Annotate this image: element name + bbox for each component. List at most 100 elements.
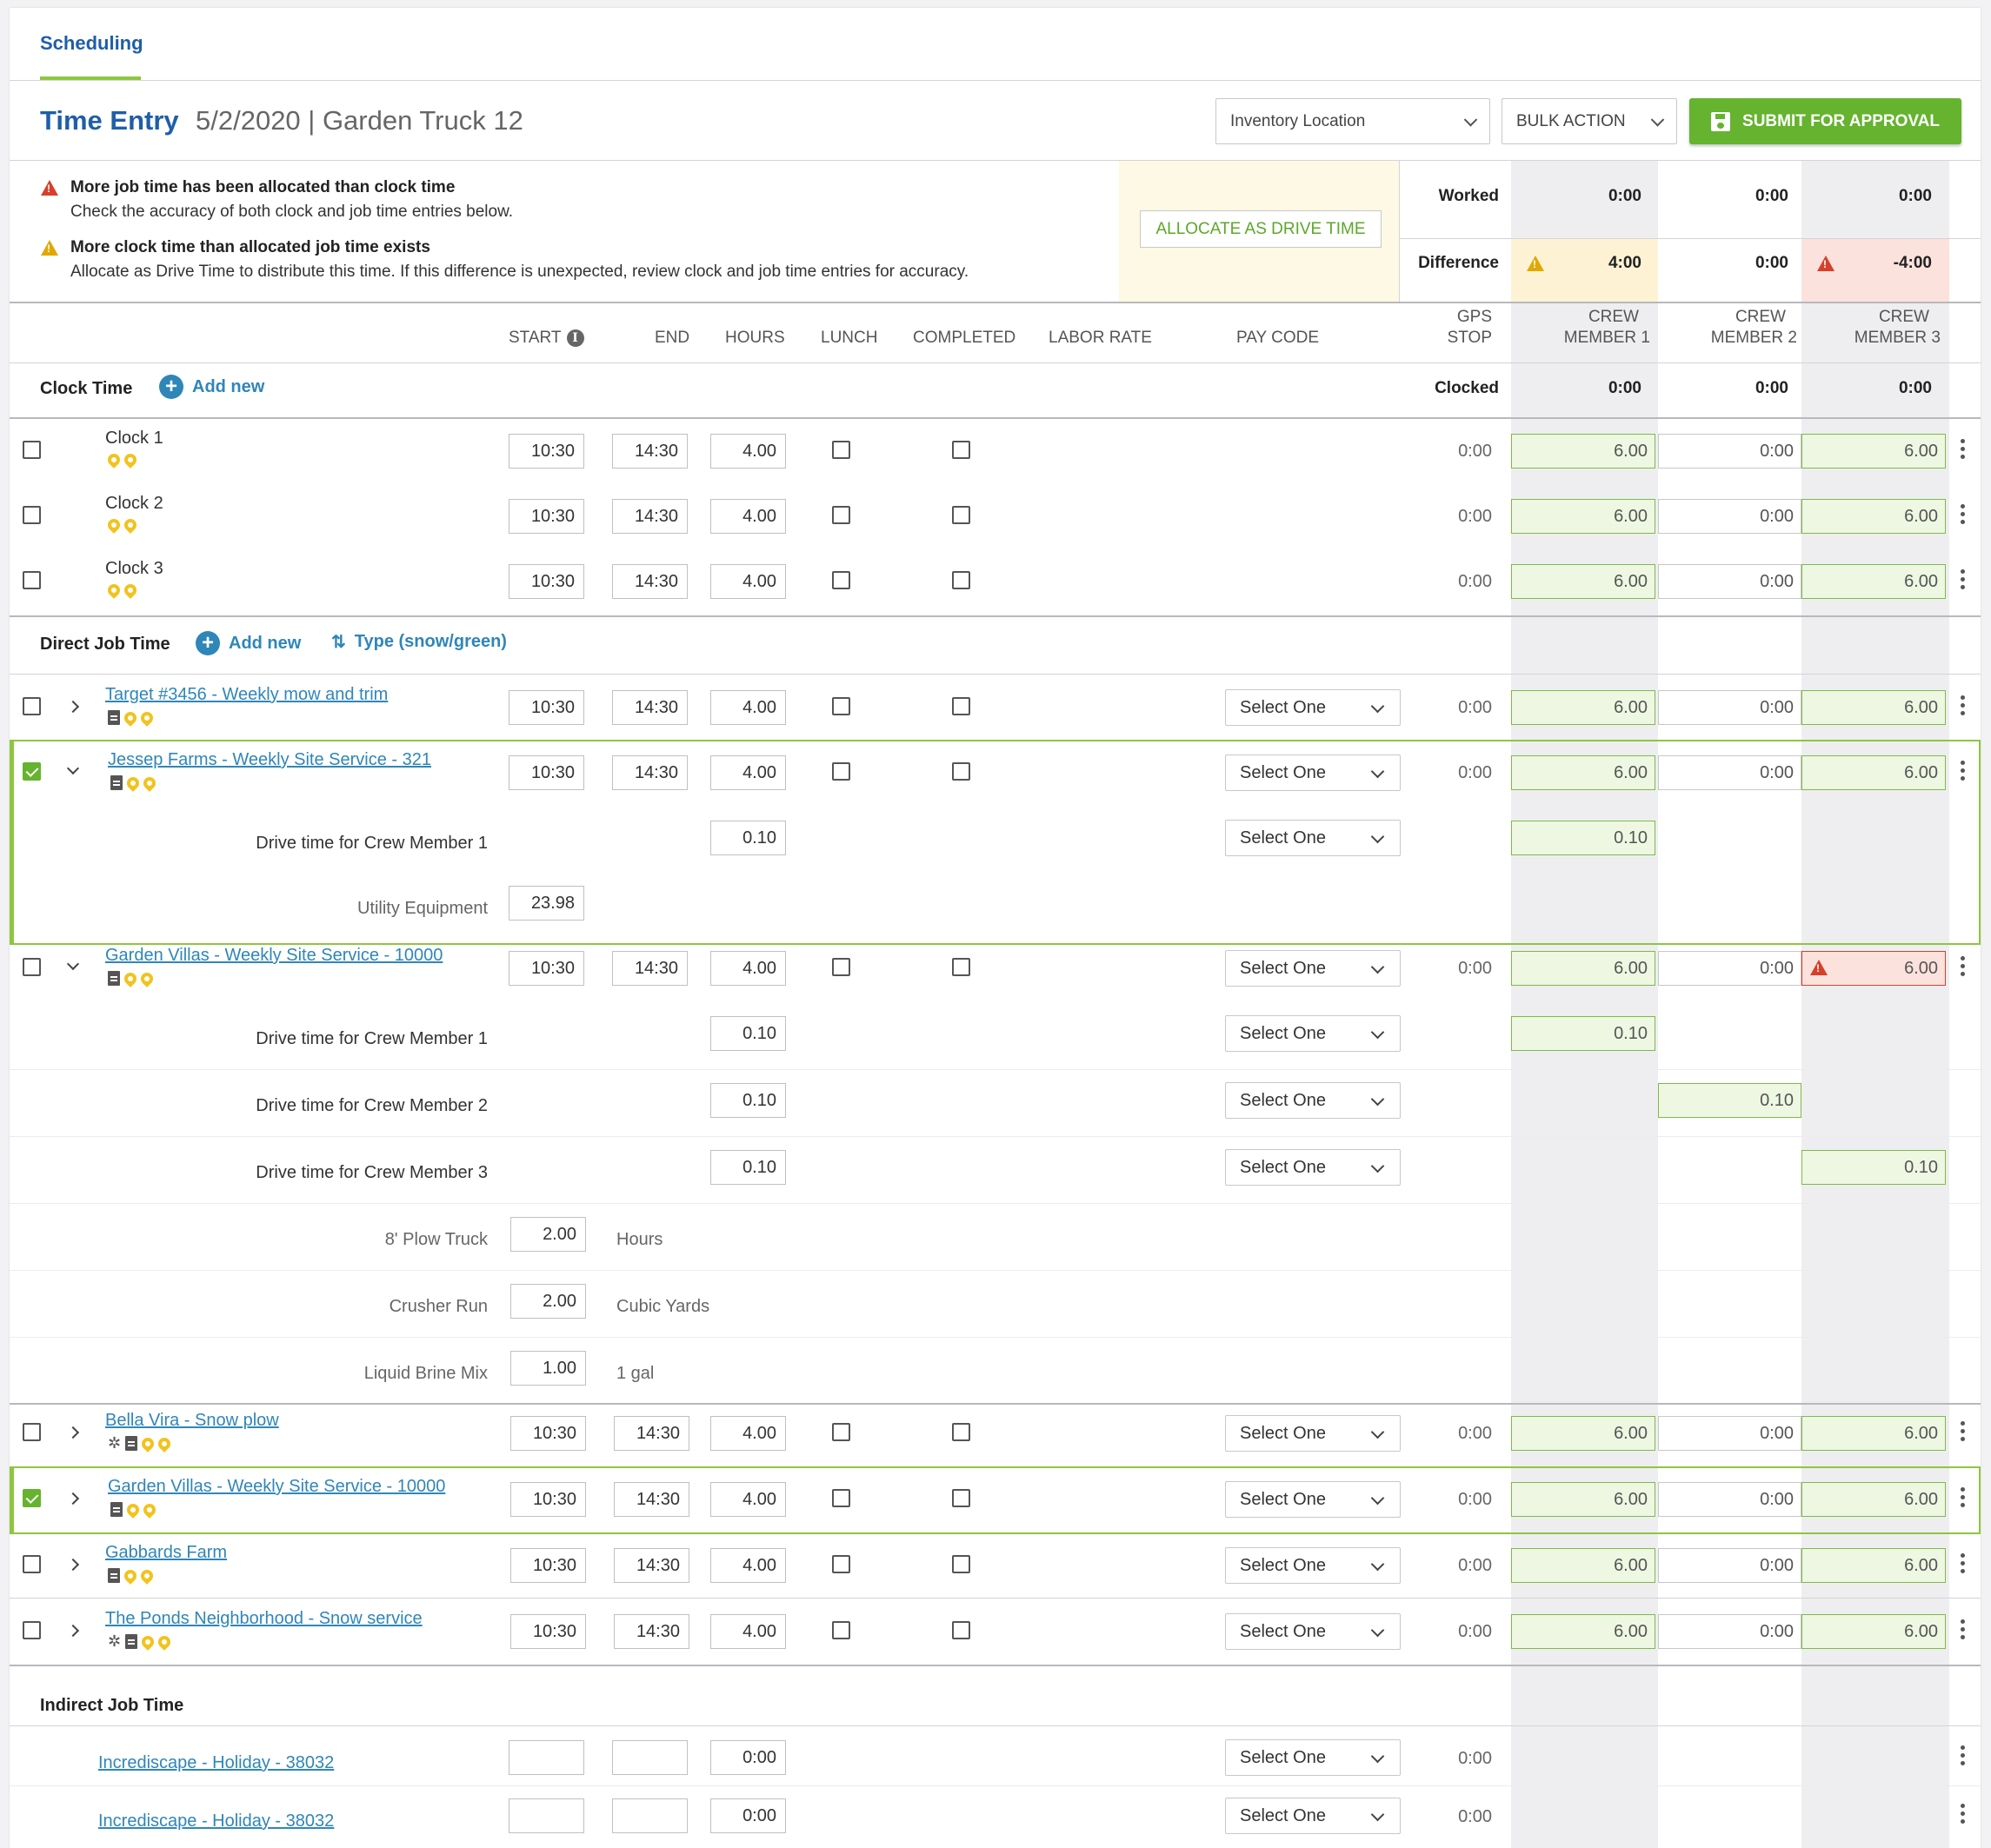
more-options-icon[interactable] <box>1961 1421 1965 1426</box>
crew-3-hours[interactable]: 6.00 <box>1801 1548 1946 1583</box>
info-icon[interactable]: i <box>566 329 584 347</box>
lunch-checkbox[interactable] <box>832 762 850 781</box>
end-time-input[interactable]: 14:30 <box>614 1416 689 1451</box>
start-time-input[interactable]: 10:30 <box>509 499 584 534</box>
pay-code-select[interactable]: Select One <box>1225 689 1401 726</box>
pay-code-select[interactable]: Select One <box>1225 1481 1401 1518</box>
pay-code-select[interactable]: Select One <box>1225 1415 1401 1452</box>
pay-code-select[interactable]: Select One <box>1225 820 1401 856</box>
hours-input[interactable]: 4.00 <box>710 690 786 725</box>
crew-1-hours[interactable]: 6.00 <box>1511 1614 1655 1649</box>
job-link[interactable]: Bella Vira - Snow plow <box>105 1411 279 1430</box>
lunch-checkbox[interactable] <box>832 958 850 976</box>
row-checkbox[interactable] <box>23 1621 41 1639</box>
end-time-input[interactable]: 14:30 <box>612 951 688 986</box>
completed-checkbox[interactable] <box>952 571 970 589</box>
lunch-checkbox[interactable] <box>832 506 850 524</box>
hours-input[interactable]: 4.00 <box>710 434 786 469</box>
lunch-checkbox[interactable] <box>832 697 850 715</box>
end-time-input[interactable]: 14:30 <box>614 1482 689 1517</box>
row-checkbox[interactable] <box>23 1423 41 1441</box>
chevron-down-icon[interactable] <box>66 957 80 971</box>
crew-1-hours[interactable]: 6.00 <box>1511 1416 1655 1451</box>
pay-code-select[interactable]: Select One <box>1225 1015 1401 1052</box>
row-checkbox[interactable] <box>23 697 41 715</box>
lunch-checkbox[interactable] <box>832 1621 850 1639</box>
crew-3-hours[interactable]: 6.00 <box>1801 1416 1946 1451</box>
job-link[interactable]: Jessep Farms - Weekly Site Service - 321 <box>108 750 431 769</box>
add-clock-button[interactable]: + Add new <box>159 375 264 399</box>
material-quantity-input[interactable]: 2.00 <box>510 1284 586 1319</box>
job-link[interactable]: Garden Villas - Weekly Site Service - 10… <box>105 946 443 965</box>
start-time-input[interactable] <box>509 1798 584 1833</box>
type-sort-button[interactable]: ⇅ Type (snow/green) <box>331 631 507 653</box>
chevron-right-icon[interactable] <box>66 700 80 714</box>
indirect-job-link[interactable]: Incrediscape - Holiday - 38032 <box>98 1753 335 1772</box>
crew-2-hours[interactable]: 0:00 <box>1658 499 1801 534</box>
more-options-icon[interactable] <box>1961 569 1965 574</box>
bulk-action-select[interactable]: BULK ACTION <box>1502 98 1677 144</box>
row-checkbox-checked[interactable] <box>23 1489 41 1507</box>
more-options-icon[interactable] <box>1961 761 1965 765</box>
start-time-input[interactable]: 10:30 <box>509 755 584 790</box>
completed-checkbox[interactable] <box>952 958 970 976</box>
crew-3-hours[interactable]: 6.00 <box>1801 690 1946 725</box>
more-options-icon[interactable] <box>1961 695 1965 700</box>
completed-checkbox[interactable] <box>952 697 970 715</box>
material-quantity-input[interactable]: 2.00 <box>510 1217 586 1252</box>
add-job-button[interactable]: + Add new <box>196 631 301 655</box>
more-options-icon[interactable] <box>1961 504 1965 509</box>
crew-3-hours[interactable]: 6.00 <box>1801 564 1946 599</box>
crew-3-hours[interactable]: 6.00 <box>1801 755 1946 790</box>
completed-checkbox[interactable] <box>952 1621 970 1639</box>
crew-2-hours[interactable]: 0:00 <box>1658 1548 1801 1583</box>
pay-code-select[interactable]: Select One <box>1225 754 1401 791</box>
crew-2-drive-hours[interactable]: 0.10 <box>1658 1083 1801 1118</box>
job-link[interactable]: Target #3456 - Weekly mow and trim <box>105 685 389 704</box>
crew-2-hours[interactable]: 0:00 <box>1658 564 1801 599</box>
crew-2-hours[interactable]: 0:00 <box>1658 1614 1801 1649</box>
drive-hours-input[interactable]: 0.10 <box>710 1083 786 1118</box>
crew-1-drive-hours[interactable]: 0.10 <box>1511 1016 1655 1051</box>
hours-input[interactable]: 4.00 <box>710 951 786 986</box>
hours-input[interactable]: 0:00 <box>710 1740 786 1775</box>
hours-input[interactable]: 4.00 <box>710 1548 786 1583</box>
lunch-checkbox[interactable] <box>832 1555 850 1573</box>
end-time-input[interactable]: 14:30 <box>612 499 688 534</box>
chevron-right-icon[interactable] <box>66 1558 80 1572</box>
pay-code-select[interactable]: Select One <box>1225 1547 1401 1584</box>
row-checkbox[interactable] <box>23 506 41 524</box>
crew-1-hours[interactable]: 6.00 <box>1511 1548 1655 1583</box>
hours-input[interactable]: 4.00 <box>710 1482 786 1517</box>
job-link[interactable]: Gabbards Farm <box>105 1543 228 1562</box>
pay-code-select[interactable]: Select One <box>1225 1613 1401 1650</box>
drive-hours-input[interactable]: 0.10 <box>710 821 786 855</box>
row-checkbox-checked[interactable] <box>23 762 41 781</box>
crew-1-hours[interactable]: 6.00 <box>1511 755 1655 790</box>
end-time-input[interactable] <box>612 1740 688 1775</box>
end-time-input[interactable]: 14:30 <box>612 755 688 790</box>
start-time-input[interactable]: 10:30 <box>510 1548 586 1583</box>
hours-input[interactable]: 4.00 <box>710 755 786 790</box>
crew-1-hours[interactable]: 6.00 <box>1511 690 1655 725</box>
indirect-job-link[interactable]: Incrediscape - Holiday - 38032 <box>98 1811 335 1831</box>
material-quantity-input[interactable]: 1.00 <box>510 1351 586 1386</box>
equipment-input[interactable]: 23.98 <box>509 886 584 921</box>
lunch-checkbox[interactable] <box>832 441 850 459</box>
more-options-icon[interactable] <box>1961 1553 1965 1558</box>
pay-code-select[interactable]: Select One <box>1225 950 1401 987</box>
hours-input[interactable]: 4.00 <box>710 1614 786 1649</box>
hours-input[interactable]: 0:00 <box>710 1798 786 1833</box>
crew-1-hours[interactable]: 6.00 <box>1511 951 1655 986</box>
crew-3-hours[interactable]: 6.00 <box>1801 499 1946 534</box>
crew-3-hours[interactable]: 6.00 <box>1801 434 1946 469</box>
crew-3-hours[interactable]: 6.00 <box>1801 1614 1946 1649</box>
start-time-input[interactable]: 10:30 <box>509 564 584 599</box>
lunch-checkbox[interactable] <box>832 1423 850 1441</box>
start-time-input[interactable]: 10:30 <box>509 690 584 725</box>
row-checkbox[interactable] <box>23 958 41 976</box>
completed-checkbox[interactable] <box>952 762 970 781</box>
chevron-right-icon[interactable] <box>66 1426 80 1439</box>
end-time-input[interactable]: 14:30 <box>614 1548 689 1583</box>
submit-for-approval-button[interactable]: SUBMIT FOR APPROVAL <box>1689 98 1961 144</box>
